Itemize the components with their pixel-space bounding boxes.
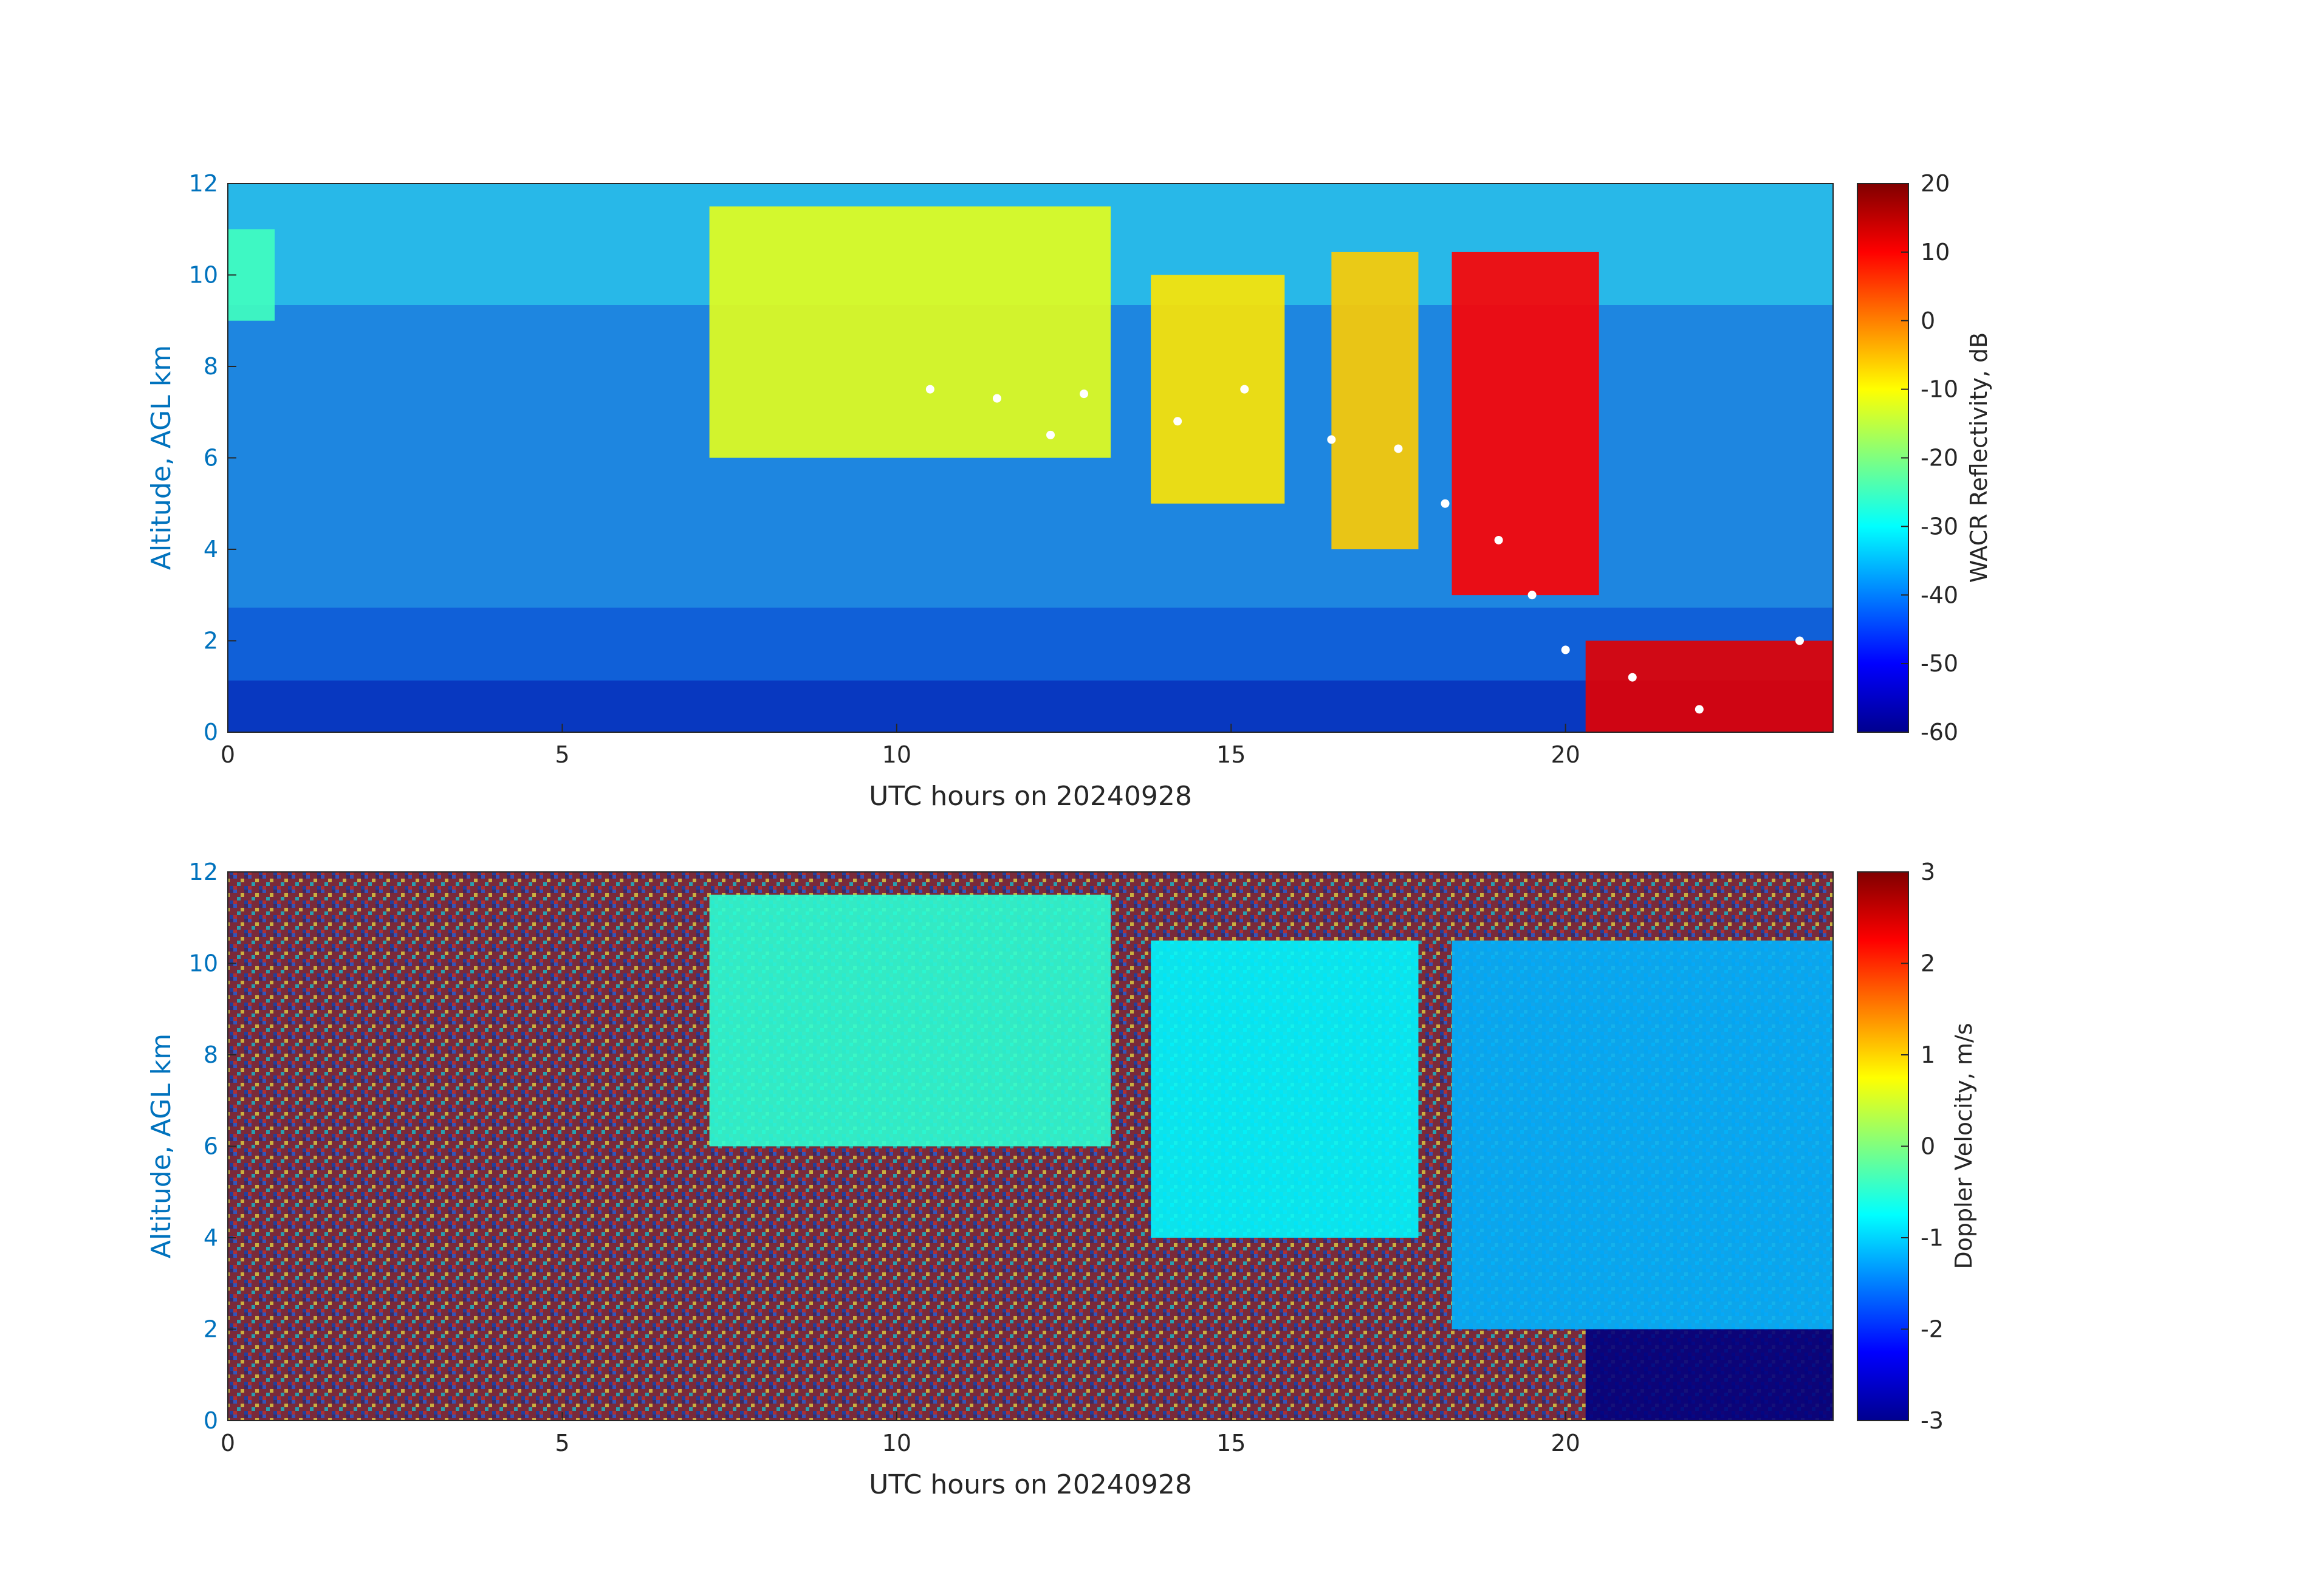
y-tick-label: 2 <box>204 628 218 654</box>
y-tick-label: 6 <box>204 1133 218 1160</box>
cloud-region <box>1452 940 1833 1329</box>
y-tick-label: 10 <box>189 950 218 977</box>
y-tick-label: 6 <box>204 445 218 472</box>
cloud-base-marker <box>1441 499 1450 508</box>
cloud-region <box>1585 640 1833 732</box>
colorbar-tick-label: -3 <box>1921 1407 1944 1434</box>
velocity-y-ticks: 0 2 4 6 8 10 12 <box>189 859 236 1434</box>
y-tick-label: 8 <box>204 1041 218 1068</box>
cloud-base-marker <box>1240 385 1249 394</box>
velocity-colorbar: 3 2 1 0 -1 -2 -3 Doppler Velocity, m/s <box>1857 859 1977 1434</box>
colorbar-tick-label: 10 <box>1921 239 1950 266</box>
y-tick-label: 12 <box>189 170 218 197</box>
cloud-region <box>1331 252 1419 549</box>
colorbar-tick-label: 0 <box>1921 1133 1935 1160</box>
cloud-base-marker <box>1527 591 1537 600</box>
reflectivity-x-ticks: 0 5 10 15 20 <box>221 724 1580 768</box>
reflectivity-colorbar-ticks: 20 10 0 -10 -20 -30 -40 -50 -60 <box>1901 170 1958 746</box>
cloud-region <box>1151 275 1285 504</box>
velocity-y-label: Altitude, AGL km <box>146 1034 177 1258</box>
y-tick-label: 8 <box>204 353 218 380</box>
y-tick-label: 0 <box>204 1407 218 1434</box>
reflectivity-surface-band <box>228 681 1833 732</box>
reflectivity-x-label: UTC hours on 20240928 <box>869 781 1192 812</box>
velocity-colorbar-ticks: 3 2 1 0 -1 -2 -3 <box>1901 859 1944 1434</box>
velocity-colorbar-gradient <box>1857 871 1909 1421</box>
x-tick-label: 5 <box>555 741 569 768</box>
reflectivity-colorbar-label: WACR Reflectivity, dB <box>1966 332 1992 583</box>
velocity-x-ticks: 0 5 10 15 20 <box>221 1412 1580 1456</box>
reflectivity-lower-band <box>228 608 1833 681</box>
colorbar-tick-label: -20 <box>1921 445 1958 472</box>
x-tick-label: 20 <box>1551 741 1580 768</box>
y-tick-label: 4 <box>204 536 218 563</box>
x-tick-label: 10 <box>882 741 911 768</box>
y-tick-label: 10 <box>189 262 218 289</box>
reflectivity-plot-area <box>228 184 1833 732</box>
reflectivity-y-ticks: 0 2 4 6 8 10 12 <box>189 170 236 746</box>
cloud-region <box>709 894 1111 1147</box>
colorbar-tick-label: 2 <box>1921 950 1935 977</box>
reflectivity-panel: 0 5 10 15 20 0 2 4 6 8 10 12 UTC hours on 20240928… <box>146 170 1992 812</box>
velocity-plot-area <box>228 872 1833 1421</box>
x-tick-label: 15 <box>1216 741 1246 768</box>
cloud-base-marker <box>1080 389 1089 399</box>
colorbar-tick-label: 20 <box>1921 170 1950 197</box>
cloud-base-marker <box>1695 705 1704 714</box>
cloud-base-marker <box>992 394 1001 403</box>
cloud-base-marker <box>1046 430 1055 439</box>
cloud-region <box>1452 252 1599 595</box>
y-tick-label: 4 <box>204 1224 218 1251</box>
cloud-region <box>1585 1329 1833 1421</box>
colorbar-tick-label: 1 <box>1921 1041 1935 1068</box>
cloud-base-marker <box>925 385 934 394</box>
velocity-features <box>709 894 1833 1421</box>
x-tick-label: 0 <box>221 1430 235 1456</box>
cloud-base-markers <box>925 385 1804 714</box>
cloud-base-marker <box>1494 535 1503 544</box>
velocity-x-label: UTC hours on 20240928 <box>869 1469 1192 1500</box>
cloud-base-marker <box>1394 444 1403 453</box>
y-tick-label: 0 <box>204 719 218 746</box>
x-tick-label: 20 <box>1551 1430 1580 1456</box>
velocity-colorbar-label: Doppler Velocity, m/s <box>1950 1023 1977 1269</box>
cloud-region <box>1151 940 1419 1238</box>
cloud-base-marker <box>1628 673 1637 682</box>
reflectivity-colorbar-gradient <box>1857 183 1909 733</box>
reflectivity-y-label: Altitude, AGL km <box>146 345 177 570</box>
x-tick-label: 5 <box>555 1430 569 1456</box>
y-tick-label: 12 <box>189 859 218 885</box>
colorbar-tick-label: 3 <box>1921 859 1935 885</box>
x-tick-label: 15 <box>1216 1430 1246 1456</box>
cloud-region <box>709 206 1111 458</box>
cloud-base-marker <box>1561 645 1570 654</box>
colorbar-tick-label: -30 <box>1921 513 1958 540</box>
reflectivity-colorbar: 20 10 0 -10 -20 -30 -40 -50 -60 WACR Reflectivit… <box>1857 170 1992 746</box>
colorbar-tick-label: -50 <box>1921 650 1958 677</box>
cloud-base-marker <box>1795 636 1804 645</box>
colorbar-tick-label: -60 <box>1921 719 1958 746</box>
cloud-base-marker <box>1327 435 1336 444</box>
y-tick-label: 2 <box>204 1316 218 1343</box>
cloud-base-marker <box>1173 417 1182 426</box>
colorbar-tick-label: -1 <box>1921 1224 1944 1251</box>
colorbar-tick-label: -40 <box>1921 581 1958 608</box>
x-tick-label: 0 <box>221 741 235 768</box>
x-tick-label: 10 <box>882 1430 911 1456</box>
colorbar-tick-label: 0 <box>1921 307 1935 334</box>
colorbar-tick-label: -2 <box>1921 1316 1944 1343</box>
colorbar-tick-label: -10 <box>1921 376 1958 403</box>
